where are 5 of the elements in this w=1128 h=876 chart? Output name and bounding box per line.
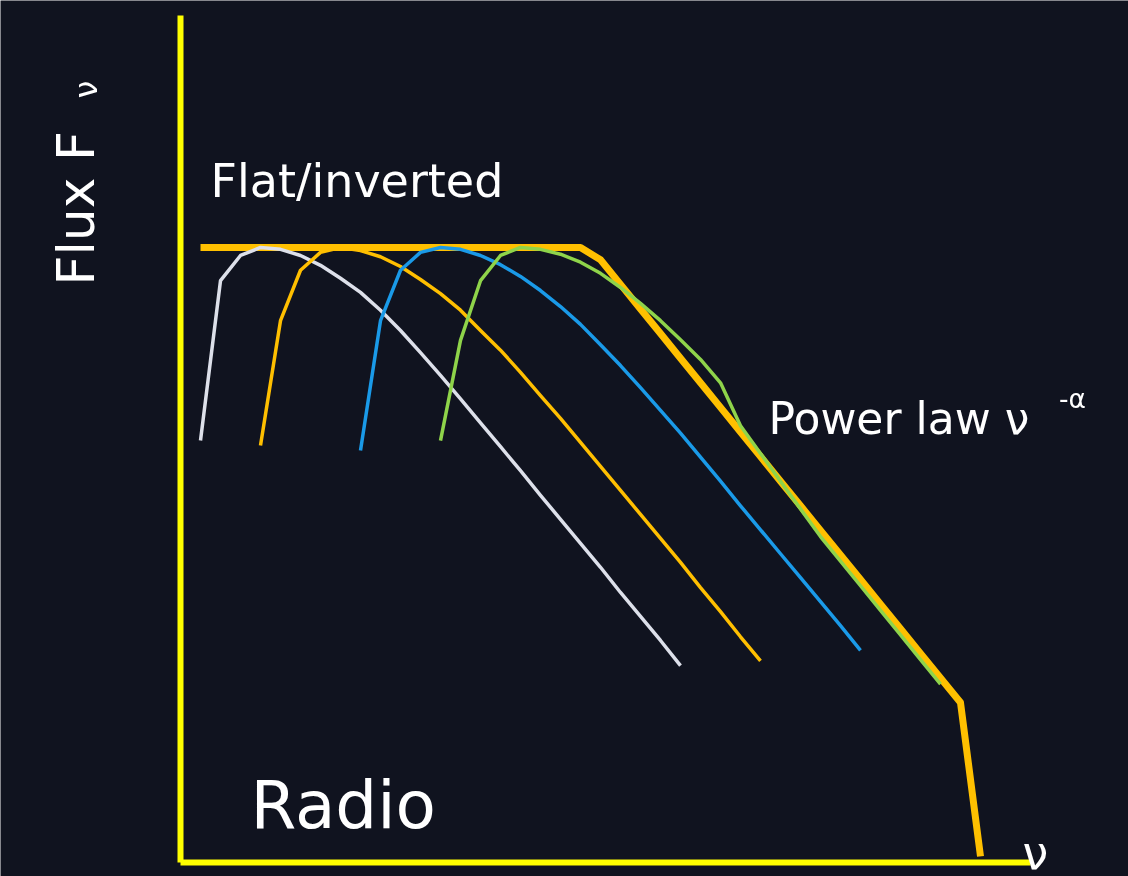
x-axis-title: ν bbox=[1022, 825, 1049, 876]
annotation: Radio bbox=[250, 767, 436, 844]
y-axis-title: Flux Fν bbox=[45, 80, 106, 286]
text: Flat/inverted bbox=[210, 153, 504, 208]
annotation: Power law ν-α bbox=[768, 383, 1086, 444]
